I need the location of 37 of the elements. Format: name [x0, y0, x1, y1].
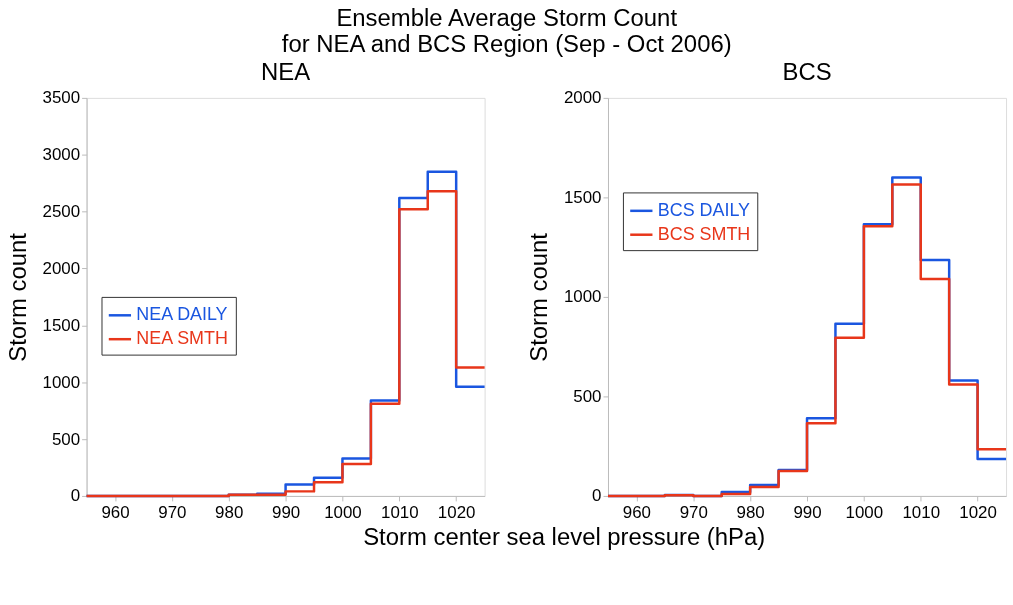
legend-label: NEA SMTH — [136, 328, 228, 349]
x-tick-label: 1020 — [959, 503, 997, 523]
y-tick-label: 2000 — [42, 258, 81, 278]
x-tick-label: 990 — [793, 503, 822, 523]
y-tick-label: 1500 — [42, 315, 81, 335]
x-tick-label: 960 — [622, 503, 652, 523]
x-tick-label: 1000 — [845, 503, 884, 523]
y-tick-label: 3500 — [42, 88, 81, 108]
x-tick-label: 990 — [271, 503, 301, 523]
x-tick-label: 970 — [158, 503, 187, 523]
legend-label: BCS DAILY — [657, 199, 751, 220]
x-tick-label: 970 — [679, 503, 708, 523]
y-axis-title: Storm count — [3, 232, 31, 362]
chart-subtitle: BCS — [782, 57, 832, 85]
legend-label: BCS SMTH — [657, 223, 751, 244]
chart-title: Ensemble Average Storm Count for NEA and BCS Region (Sep - Oct 2006) — [281, 3, 732, 57]
y-tick-label: 500 — [51, 429, 81, 449]
y-tick-label: 0 — [592, 486, 602, 506]
y-tick-label: 1500 — [563, 187, 602, 207]
y-tick-label: 500 — [573, 386, 602, 406]
x-tick-label: 1010 — [381, 503, 419, 523]
y-tick-label: 0 — [70, 486, 81, 506]
x-tick-label: 1010 — [902, 503, 941, 523]
y-tick-label: 2000 — [563, 88, 602, 108]
chart-subtitle: NEA — [261, 57, 311, 85]
x-tick-label: 1020 — [437, 503, 476, 523]
x-tick-label: 980 — [215, 503, 244, 523]
y-axis-title: Storm count — [524, 232, 552, 362]
y-tick-label: 1000 — [42, 372, 81, 392]
y-tick-label: 1000 — [563, 287, 602, 307]
y-tick-label: 3000 — [42, 145, 81, 165]
x-tick-label: 960 — [101, 503, 130, 523]
legend-label: NEA DAILY — [136, 304, 228, 325]
y-tick-label: 2500 — [42, 202, 81, 222]
x-axis-title: Storm center sea level pressure (hPa) — [363, 522, 766, 550]
x-tick-label: 1000 — [324, 503, 362, 523]
x-tick-label: 980 — [736, 503, 765, 523]
